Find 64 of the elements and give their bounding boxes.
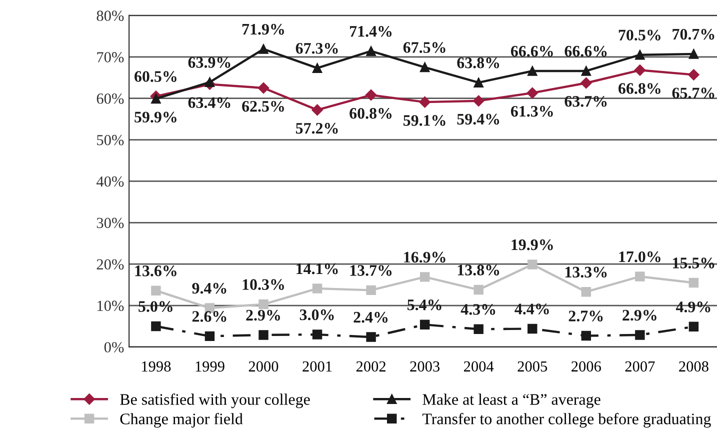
data-label: 66.8% — [618, 83, 660, 94]
x-tick-label: 2001 — [302, 361, 332, 372]
x-tick-label: 2003 — [410, 361, 440, 372]
data-label: 60.8% — [350, 108, 392, 119]
x-tick-label: 1998 — [142, 361, 171, 372]
data-label: 71.4% — [350, 26, 392, 37]
x-tick-label: 2005 — [518, 361, 548, 372]
data-label: 2.9% — [246, 310, 280, 321]
data-label: 59.9% — [134, 112, 176, 123]
data-label: 66.6% — [510, 46, 553, 57]
data-label: 17.0% — [619, 251, 660, 262]
data-label: 63.4% — [188, 97, 230, 108]
data-label: 61.3% — [510, 106, 553, 117]
data-label: 57.2% — [296, 122, 338, 134]
data-label: 13.3% — [565, 266, 607, 278]
data-label: 67.5% — [403, 42, 446, 53]
data-label: 14.1% — [296, 263, 338, 274]
y-tick-label: 40% — [96, 176, 124, 187]
x-tick-label: 1999 — [196, 361, 224, 372]
data-label: 2.4% — [354, 312, 388, 323]
data-label: 9.4% — [192, 282, 226, 294]
legend-label: Make at least a “B” average — [422, 394, 600, 408]
x-tick-label: 2002 — [356, 361, 386, 372]
data-label: 2.6% — [192, 311, 226, 322]
legend-label: Be satisfied with your college — [120, 393, 310, 408]
data-label: 63.9% — [188, 57, 230, 68]
data-label: 65.7% — [672, 88, 714, 99]
data-label: 10.3% — [242, 279, 284, 290]
y-tick-label: 20% — [96, 259, 124, 270]
data-label: 59.1% — [404, 115, 446, 126]
data-label: 3.0% — [300, 309, 334, 320]
data-label: 63.7% — [564, 96, 607, 107]
legend-label: Change major field — [120, 412, 243, 428]
data-label: 59.4% — [457, 114, 500, 125]
data-label: 62.5% — [242, 100, 284, 112]
y-tick-label: 60% — [96, 93, 124, 104]
data-label: 66.6% — [564, 46, 607, 57]
data-label: 4.4% — [514, 304, 549, 314]
data-label: 13.6% — [135, 265, 176, 276]
data-label: 16.9% — [404, 252, 446, 263]
data-label: 70.5% — [618, 30, 660, 41]
data-label: 4.3% — [460, 304, 496, 315]
x-tick-label: 2004 — [464, 361, 494, 372]
y-tick-label: 0% — [104, 342, 124, 352]
data-label: 13.7% — [350, 265, 392, 276]
data-label: 2.7% — [568, 310, 603, 322]
x-tick-label: 2000 — [248, 361, 278, 372]
data-label: 19.9% — [512, 239, 553, 250]
x-tick-label: 2006 — [572, 361, 601, 372]
x-tick-label: 2008 — [679, 361, 708, 372]
data-label: 2.9% — [622, 310, 656, 321]
data-label: 60.5% — [134, 71, 176, 82]
data-label: 63.8% — [457, 57, 500, 68]
data-label: 70.7% — [672, 28, 714, 40]
x-tick-label: 2007 — [625, 361, 655, 372]
y-tick-label: 50% — [97, 134, 124, 146]
y-tick-label: 30% — [96, 218, 124, 228]
data-label: 71.9% — [242, 24, 284, 35]
data-label: 13.8% — [458, 264, 500, 276]
legend-label: Transfer to another college before graduating — [422, 412, 711, 428]
y-tick-label: 80% — [96, 10, 124, 21]
y-tick-label: 70% — [97, 52, 124, 62]
y-tick-label: 10% — [98, 300, 124, 312]
data-label: 67.3% — [296, 42, 338, 54]
